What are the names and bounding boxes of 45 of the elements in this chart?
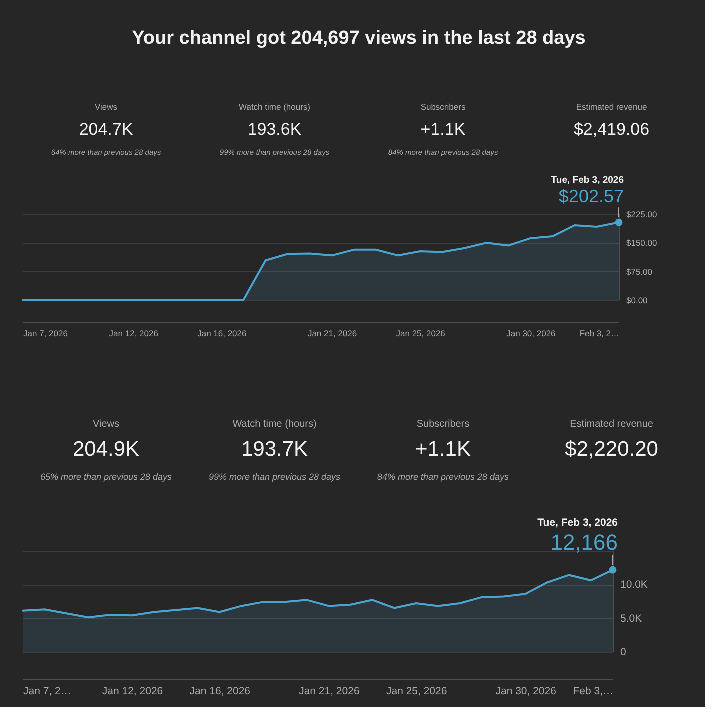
annotation: $202.57 [558,186,624,207]
text: $2,419.06 [574,120,650,139]
text: 204.9K [72,438,140,461]
text: 193.7K [241,438,308,461]
x-tick-label: Jan 12, 2026 [109,328,159,338]
y-tick-label: 0 [620,646,626,658]
text: Tue, Feb 3, 2026 [538,516,618,529]
y-tick-label: $75.00 [626,266,653,277]
x-tick-label: Feb 3,… [573,686,614,698]
text: 84% more than previous 28 days [377,472,510,482]
text: 204.7K [79,120,134,139]
y-tick-label: 5.0K [620,612,642,625]
text: 193.6K [248,120,302,139]
x-tick-label: Jan 12, 2026 [102,686,164,698]
text: Watch time (hours) [239,102,311,112]
y-tick-label: $150.00 [626,238,658,248]
text: Watch time (hours) [232,419,317,430]
y-tick-label: $0.00 [626,296,648,306]
x-tick-label: Jan 16, 2026 [198,328,248,338]
x-tick-label: Jan 30, 2026 [506,328,556,338]
x-tick-label: Jan 25, 2026 [386,686,448,698]
x-tick-label: Feb 3, 2… [580,328,620,338]
annotation: 12,166 [550,530,618,556]
text: Subscribers [416,419,470,430]
text: $2,220.20 [565,438,658,461]
text: Views [94,102,118,112]
x-tick-label: Jan 7, 2026 [24,328,68,338]
x-tick-label: Jan 16, 2026 [190,686,251,698]
text: 65% more than previous 28 days [40,472,173,482]
y-tick-label: 10.0K [620,579,648,592]
text: Views [93,419,120,430]
chart-title: Your channel got 204,697 views in the last 28 days [132,28,586,49]
x-tick-label: Jan 21, 2026 [299,686,360,698]
text: 99% more than previous 28 days [208,472,342,482]
text: +1.1K [420,120,466,139]
text: Estimated revenue [570,419,654,430]
text: +1.1K [416,438,471,461]
text: Subscribers [420,102,466,112]
x-tick-label: Jan 25, 2026 [396,328,446,338]
text: Estimated revenue [576,102,648,112]
x-tick-label: Jan 30, 2026 [496,686,557,698]
x-tick-label: Jan 7, 2… [24,686,72,698]
text: Tue, Feb 3, 2026 [551,174,624,186]
y-tick-label: $225.00 [626,210,658,220]
x-tick-label: Jan 21, 2026 [308,328,358,338]
